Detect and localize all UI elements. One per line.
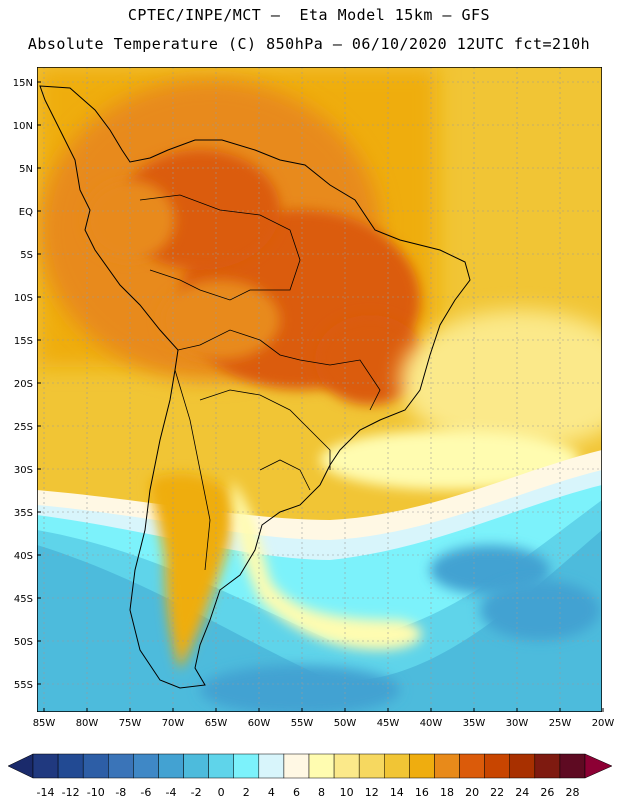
colorbar-label: 16	[415, 786, 429, 799]
colorbar-label: 14	[390, 786, 404, 799]
colorbar-swatch	[333, 753, 360, 779]
latitude-labels: 15N 10N 5N EQ 5S 10S 15S 20S 25S 30S 35S 40S 45S 50S 5…	[13, 78, 41, 691]
colorbar-label: 6	[293, 786, 300, 799]
lon-label: 45W	[377, 718, 400, 729]
lon-label: 55W	[291, 718, 314, 729]
lon-label: 80W	[76, 718, 99, 729]
lon-label: 65W	[205, 718, 228, 729]
colorbar-label: 22	[490, 786, 504, 799]
lat-label: 50S	[14, 637, 33, 648]
lon-label: 20W	[592, 718, 615, 729]
lat-label: 15S	[14, 336, 33, 347]
colorbar-label: -12	[62, 786, 80, 799]
lon-label: 25W	[549, 718, 572, 729]
colorbar-swatch	[283, 753, 310, 779]
colorbar-swatch	[384, 753, 410, 779]
lat-label: 5N	[19, 164, 33, 175]
colorbar-swatch	[358, 753, 385, 779]
lat-label: EQ	[19, 207, 33, 218]
colorbar-swatch	[208, 753, 234, 779]
colorbar-swatch	[509, 753, 536, 779]
colorbar-swatch	[233, 753, 260, 779]
colorbar-label: -4	[166, 786, 177, 799]
lat-label: 5S	[20, 250, 33, 261]
colorbar-label: 8	[318, 786, 325, 799]
colorbar-label: -10	[87, 786, 105, 799]
title-line-1: CPTEC/INPE/MCT – Eta Model 15km – GFS	[127, 6, 491, 24]
colorbar-label: 10	[340, 786, 354, 799]
lon-label: 85W	[33, 718, 56, 729]
colorbar: -14 -12 -10 -8 -6 -4 -2 0 2 4 6 8 10 12 14 16 18 20 22 24 26…	[7, 753, 613, 799]
colorbar-label: 28	[565, 786, 579, 799]
colorbar-label: 4	[268, 786, 275, 799]
lat-label: 20S	[14, 379, 33, 390]
lat-label: 30S	[14, 465, 33, 476]
colorbar-swatch	[559, 753, 586, 779]
temperature-field	[37, 67, 602, 712]
colorbar-label: 2	[243, 786, 250, 799]
colorbar-label: 24	[515, 786, 529, 799]
colorbar-label: -8	[115, 786, 126, 799]
colorbar-label: -2	[191, 786, 202, 799]
lat-label: 35S	[14, 508, 33, 519]
colorbar-swatch	[434, 753, 460, 779]
lat-label: 10S	[14, 293, 33, 304]
coastline	[39, 85, 471, 689]
lat-label: 10N	[13, 121, 33, 132]
lon-label: 35W	[463, 718, 486, 729]
lon-label: 60W	[248, 718, 271, 729]
colorbar-label: 12	[365, 786, 379, 799]
colorbar-right-arrow	[584, 753, 613, 779]
lat-lon-grid	[37, 67, 602, 712]
longitude-labels: 85W 80W 75W 70W 65W 60W 55W 50W 45W 40W 35W 30W 25W 2…	[33, 708, 615, 729]
colorbar-swatch	[308, 753, 335, 779]
lat-label: 25S	[14, 422, 33, 433]
country-borders	[139, 194, 381, 571]
title-line-2: Absolute Temperature (C) 850hPa – 06/10/…	[27, 35, 591, 53]
lat-label: 15N	[13, 78, 33, 89]
lon-label: 50W	[334, 718, 357, 729]
colorbar-swatch	[534, 753, 561, 779]
colorbar-label: 26	[540, 786, 554, 799]
colorbar-swatch	[459, 753, 485, 779]
colorbar-swatch	[32, 753, 59, 779]
lon-label: 70W	[162, 718, 185, 729]
colorbar-swatch	[57, 753, 84, 779]
lon-label: 75W	[119, 718, 142, 729]
lat-label: 55S	[14, 680, 33, 691]
colorbar-label: 20	[465, 786, 479, 799]
colorbar-swatch	[258, 753, 285, 779]
colorbar-label: 0	[218, 786, 225, 799]
colorbar-label: -6	[140, 786, 151, 799]
colorbar-swatch	[484, 753, 510, 779]
colorbar-swatch	[108, 753, 134, 779]
colorbar-swatch	[158, 753, 184, 779]
colorbar-label: -14	[37, 786, 55, 799]
colorbar-left-arrow	[7, 753, 34, 779]
lat-label: 45S	[14, 594, 33, 605]
colorbar-label: 18	[440, 786, 454, 799]
lon-label: 30W	[506, 718, 529, 729]
lon-label: 40W	[420, 718, 443, 729]
colorbar-swatch	[409, 753, 435, 779]
lat-label: 40S	[14, 551, 33, 562]
colorbar-swatch	[133, 753, 159, 779]
colorbar-swatch	[183, 753, 209, 779]
colorbar-swatch	[82, 753, 109, 779]
